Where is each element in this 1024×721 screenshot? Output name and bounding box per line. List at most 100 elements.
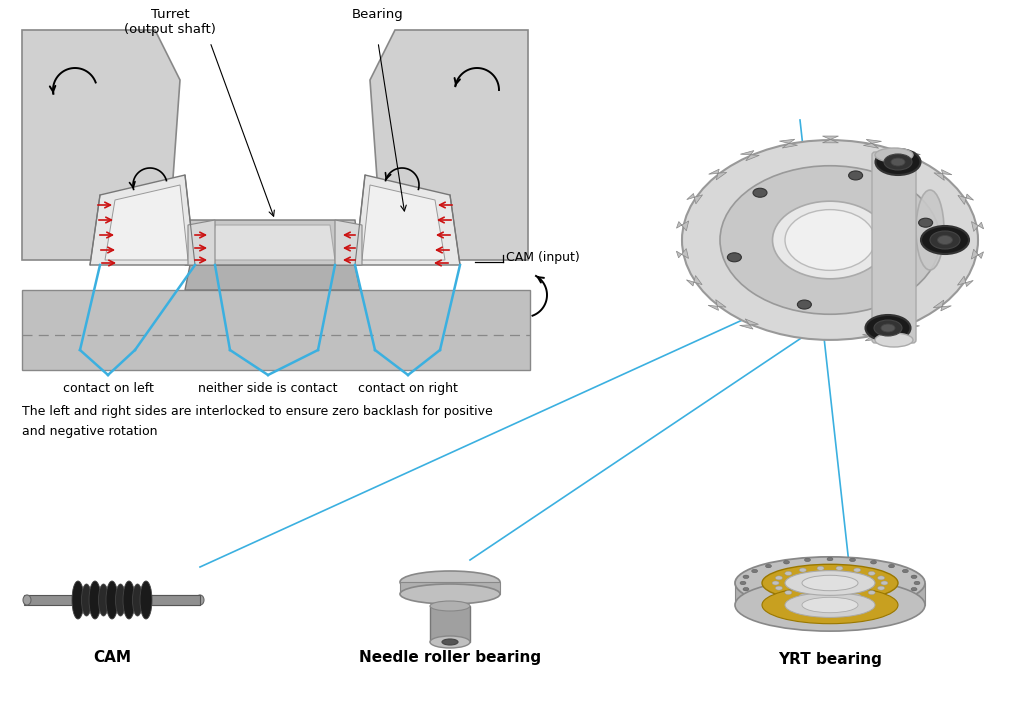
Polygon shape: [862, 332, 881, 341]
Ellipse shape: [876, 149, 921, 175]
Ellipse shape: [753, 188, 767, 198]
Text: CAM (input): CAM (input): [506, 250, 580, 263]
Ellipse shape: [836, 566, 843, 570]
FancyBboxPatch shape: [430, 606, 470, 642]
Ellipse shape: [836, 596, 843, 600]
Ellipse shape: [800, 568, 806, 572]
Ellipse shape: [784, 571, 792, 575]
Ellipse shape: [740, 581, 746, 585]
Polygon shape: [708, 300, 726, 310]
Text: The left and right sides are interlocked to ensure zero backlash for positive
an: The left and right sides are interlocked…: [22, 405, 493, 438]
Ellipse shape: [893, 283, 907, 292]
Ellipse shape: [919, 218, 933, 227]
Ellipse shape: [881, 581, 888, 585]
Ellipse shape: [805, 558, 810, 562]
Ellipse shape: [902, 570, 908, 572]
Text: Turret
(output shaft): Turret (output shaft): [124, 8, 216, 36]
Ellipse shape: [865, 315, 910, 341]
Polygon shape: [863, 139, 882, 149]
Text: contact on right: contact on right: [358, 382, 458, 395]
Ellipse shape: [785, 210, 874, 270]
Polygon shape: [785, 583, 874, 605]
Ellipse shape: [914, 581, 920, 585]
Text: YRT bearing: YRT bearing: [778, 652, 882, 667]
Ellipse shape: [850, 558, 855, 562]
Ellipse shape: [889, 598, 895, 601]
Polygon shape: [972, 249, 983, 259]
Ellipse shape: [783, 602, 790, 606]
FancyBboxPatch shape: [150, 595, 200, 605]
Ellipse shape: [735, 557, 925, 609]
Ellipse shape: [196, 595, 204, 605]
Ellipse shape: [798, 300, 811, 309]
Ellipse shape: [878, 576, 885, 580]
Polygon shape: [686, 275, 702, 286]
Ellipse shape: [784, 590, 792, 595]
Polygon shape: [185, 220, 360, 265]
Ellipse shape: [881, 324, 895, 332]
Text: neither side is contact: neither side is contact: [199, 382, 338, 395]
Polygon shape: [901, 151, 921, 161]
Ellipse shape: [870, 602, 877, 606]
Polygon shape: [677, 249, 688, 259]
Ellipse shape: [400, 571, 500, 593]
Polygon shape: [335, 220, 362, 265]
Ellipse shape: [870, 560, 877, 564]
Ellipse shape: [874, 333, 913, 347]
Ellipse shape: [743, 588, 749, 591]
Ellipse shape: [902, 593, 908, 597]
Ellipse shape: [916, 190, 944, 270]
Ellipse shape: [735, 579, 925, 631]
Text: Bearing: Bearing: [352, 8, 403, 21]
Ellipse shape: [430, 636, 470, 648]
Polygon shape: [901, 319, 920, 329]
Ellipse shape: [106, 581, 118, 619]
Polygon shape: [400, 582, 500, 594]
Ellipse shape: [140, 581, 152, 619]
Ellipse shape: [911, 588, 918, 591]
Ellipse shape: [72, 581, 84, 619]
Ellipse shape: [400, 584, 500, 604]
Ellipse shape: [116, 584, 126, 616]
Ellipse shape: [82, 584, 91, 616]
Ellipse shape: [868, 590, 876, 595]
Ellipse shape: [802, 575, 858, 590]
Polygon shape: [740, 151, 759, 161]
Polygon shape: [779, 139, 798, 148]
Ellipse shape: [743, 575, 749, 578]
Ellipse shape: [752, 593, 758, 597]
Ellipse shape: [854, 568, 861, 572]
Ellipse shape: [938, 236, 952, 244]
FancyBboxPatch shape: [872, 152, 916, 343]
Ellipse shape: [785, 570, 874, 596]
Polygon shape: [709, 169, 727, 180]
Ellipse shape: [827, 605, 833, 609]
Polygon shape: [739, 319, 759, 329]
Polygon shape: [362, 185, 445, 260]
Ellipse shape: [874, 320, 902, 336]
Ellipse shape: [442, 639, 458, 645]
Ellipse shape: [727, 253, 741, 262]
Ellipse shape: [430, 601, 470, 611]
Polygon shape: [188, 220, 215, 265]
Ellipse shape: [874, 148, 913, 162]
Polygon shape: [355, 175, 460, 265]
Polygon shape: [957, 194, 974, 205]
Polygon shape: [185, 265, 360, 290]
Ellipse shape: [775, 586, 782, 590]
Ellipse shape: [123, 581, 135, 619]
Polygon shape: [687, 193, 702, 204]
Ellipse shape: [889, 565, 895, 568]
Ellipse shape: [878, 586, 885, 590]
Ellipse shape: [884, 154, 912, 170]
Ellipse shape: [762, 565, 898, 602]
Polygon shape: [105, 185, 188, 260]
Ellipse shape: [850, 604, 855, 608]
Ellipse shape: [930, 231, 961, 249]
Polygon shape: [22, 290, 530, 370]
Ellipse shape: [817, 596, 824, 600]
Ellipse shape: [89, 581, 101, 619]
Ellipse shape: [766, 598, 771, 601]
Text: contact on left: contact on left: [62, 382, 154, 395]
Ellipse shape: [752, 570, 758, 572]
